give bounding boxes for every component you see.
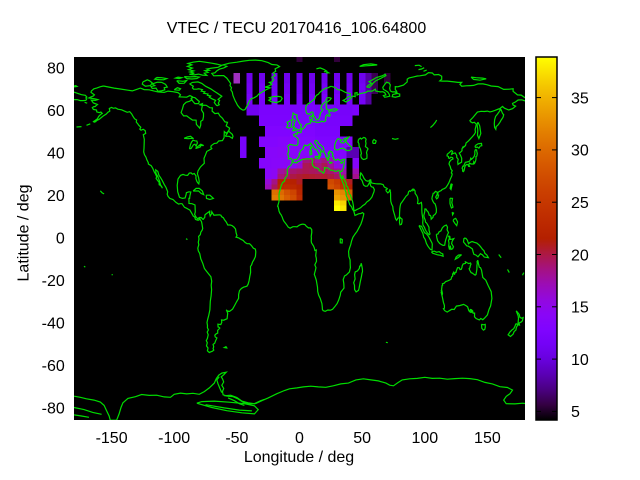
svg-text:100: 100 [411, 430, 438, 447]
svg-text:-80: -80 [42, 400, 65, 417]
svg-text:25: 25 [571, 195, 589, 212]
svg-text:0: 0 [56, 230, 65, 247]
svg-text:Longitude / deg: Longitude / deg [244, 449, 354, 466]
svg-text:-40: -40 [42, 315, 65, 332]
svg-text:40: 40 [47, 145, 65, 162]
svg-text:20: 20 [47, 188, 65, 205]
svg-text:VTEC / TECU 20170416_106.64800: VTEC / TECU 20170416_106.64800 [167, 20, 427, 37]
svg-text:0: 0 [295, 430, 304, 447]
svg-text:10: 10 [571, 352, 589, 369]
svg-text:-60: -60 [42, 358, 65, 375]
svg-text:-50: -50 [225, 430, 248, 447]
svg-text:15: 15 [571, 300, 589, 317]
svg-text:5: 5 [571, 404, 580, 421]
svg-text:30: 30 [571, 143, 589, 160]
svg-text:Latitude / deg: Latitude / deg [15, 185, 32, 282]
svg-text:-150: -150 [96, 430, 128, 447]
svg-text:35: 35 [571, 90, 589, 107]
svg-text:150: 150 [474, 430, 501, 447]
svg-text:-20: -20 [42, 273, 65, 290]
svg-text:50: 50 [353, 430, 371, 447]
svg-text:80: 80 [47, 60, 65, 77]
svg-text:20: 20 [571, 247, 589, 264]
svg-text:60: 60 [47, 103, 65, 120]
svg-text:-100: -100 [158, 430, 190, 447]
